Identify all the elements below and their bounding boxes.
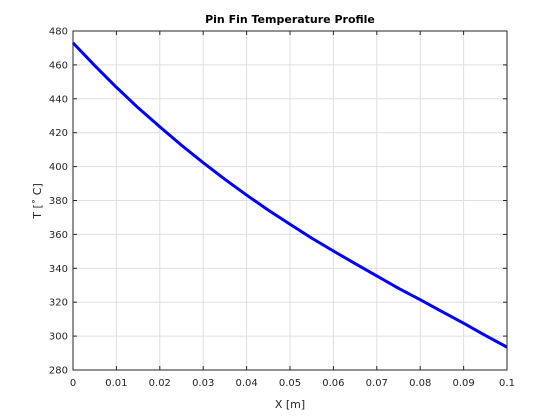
x-tick-label: 0.02	[149, 378, 171, 389]
x-tick-label: 0	[70, 378, 76, 389]
x-tick-label: 0.04	[235, 378, 257, 389]
y-tick-label: 360	[49, 230, 68, 241]
y-tick-label: 300	[49, 332, 68, 343]
x-tick-label: 0.05	[279, 378, 301, 389]
y-tick-label: 400	[49, 162, 68, 173]
y-axis-label: T [˚ C]	[31, 183, 44, 219]
y-tick-label: 440	[49, 94, 68, 105]
x-tick-label: 0.03	[192, 378, 214, 389]
x-tick-label: 0.06	[322, 378, 344, 389]
y-tick-labels: 280 300 320 340 360 380 400 420 440 460 480	[49, 27, 68, 377]
x-tick-label: 0.08	[409, 378, 431, 389]
temperature-line	[71, 41, 508, 349]
y-tick-label: 340	[49, 264, 68, 275]
x-tick-label: 0.01	[105, 378, 127, 389]
x-tick-labels: 0 0.01 0.02 0.03 0.04 0.05 0.06 0.07 0.08 0.09 0.1	[70, 378, 515, 389]
x-tick-label: 0.1	[499, 378, 515, 389]
y-tick-label: 380	[49, 196, 68, 207]
y-tick-label: 420	[49, 128, 68, 139]
y-tick-label: 480	[49, 27, 68, 38]
y-tick-label: 320	[49, 298, 68, 309]
x-axis-label: X [m]	[275, 398, 305, 411]
series-group	[71, 41, 508, 349]
plot-frame	[72, 30, 508, 371]
x-tick-label: 0.07	[366, 378, 388, 389]
x-tick-label: 0.09	[452, 378, 474, 389]
chart-title: Pin Fin Temperature Profile	[205, 13, 375, 26]
y-tick-label: 280	[49, 366, 68, 377]
y-tick-label: 460	[49, 60, 68, 71]
